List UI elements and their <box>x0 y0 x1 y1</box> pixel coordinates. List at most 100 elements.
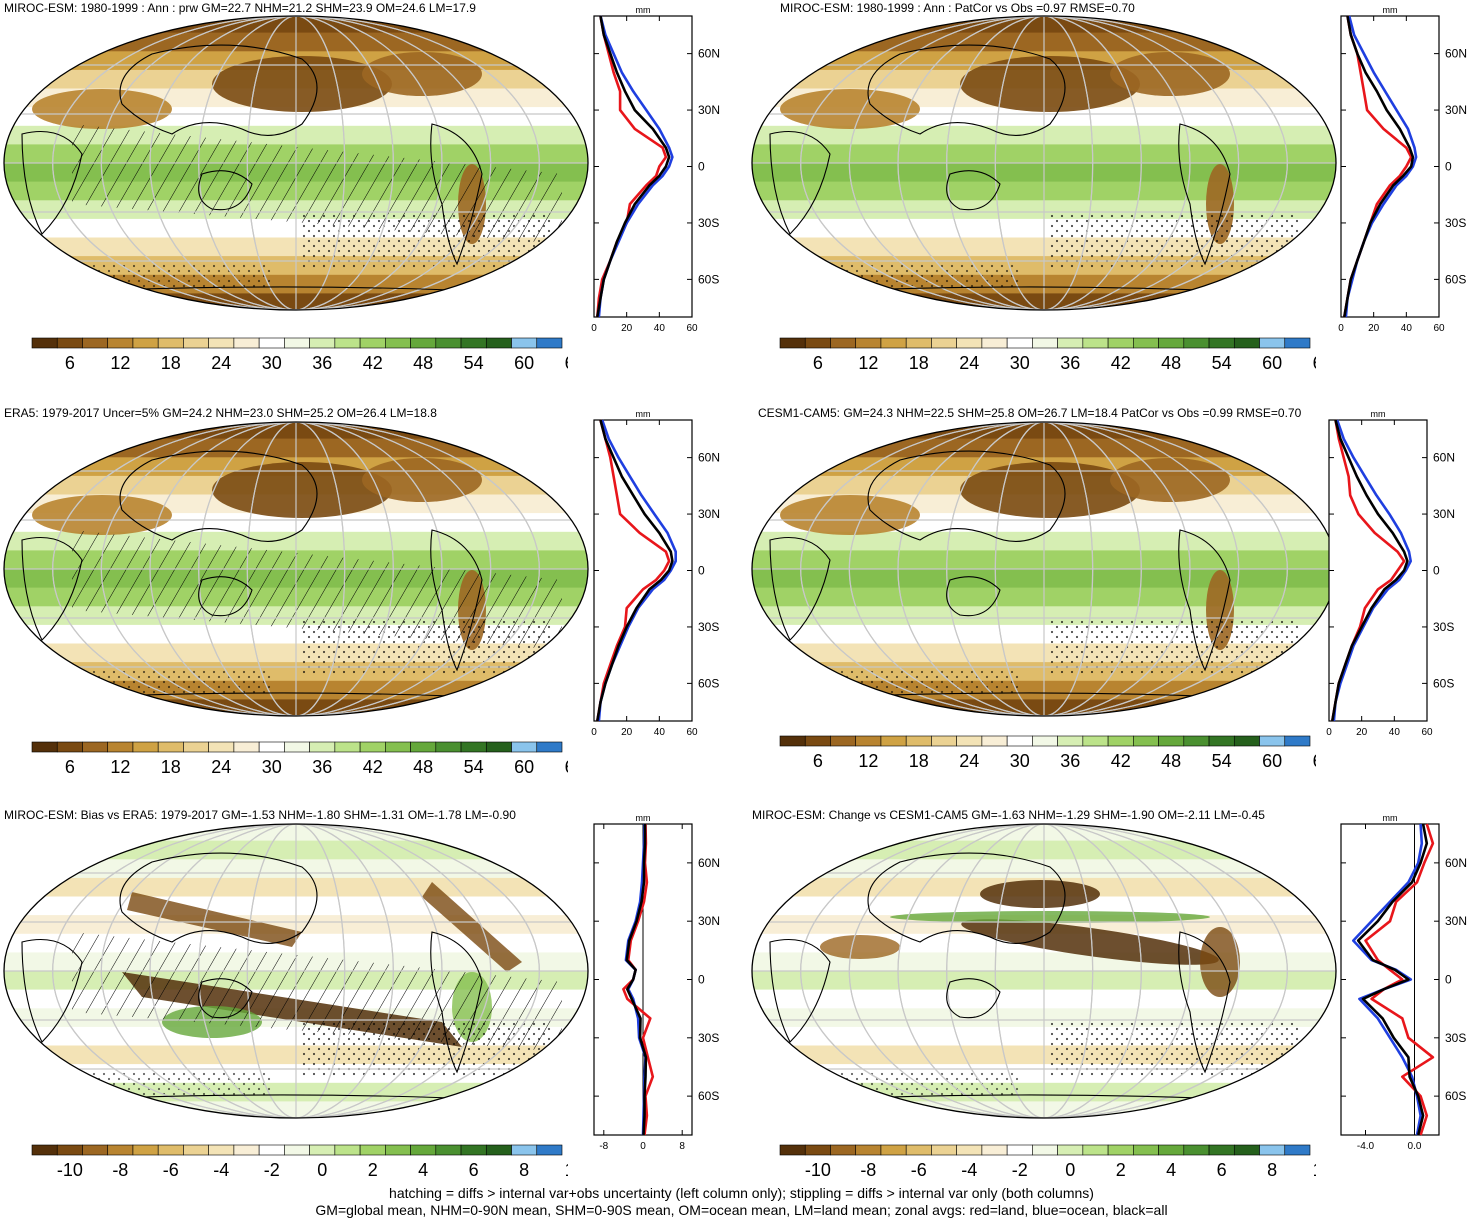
colorbar-swatch <box>1032 337 1058 349</box>
colorbar-swatch <box>1082 337 1109 349</box>
colorbar-swatch <box>1006 735 1033 747</box>
colorbar-label: 60 <box>1262 353 1282 373</box>
profile-lat-label: 60N <box>1445 47 1467 61</box>
colorbar-swatch <box>258 337 285 349</box>
colorbar-swatch <box>157 337 184 349</box>
colorbar-label: 60 <box>514 757 534 777</box>
colorbar-swatch <box>905 337 932 349</box>
colorbar-label: 36 <box>1060 751 1080 771</box>
colorbar-label: 12 <box>110 757 130 777</box>
colorbar-swatch <box>132 1144 159 1156</box>
colorbar-swatch <box>830 735 857 747</box>
profile-lat-label: 30S <box>698 1031 719 1045</box>
zonal-profile-5: mm 60N 30N 0 30S 60S -8 0 8 <box>593 813 720 1152</box>
profile-x-label: 0 <box>591 727 597 738</box>
colorbar-swatch <box>779 337 806 349</box>
colorbar-3: 6 12 18 24 30 36 42 48 54 60 66 <box>31 741 568 777</box>
colorbar-swatch <box>1107 1144 1134 1156</box>
colorbar-swatch <box>1133 1144 1159 1156</box>
colorbar-label: 12 <box>110 353 130 373</box>
series-line-all <box>596 15 671 318</box>
colorbar-swatch <box>309 1144 336 1156</box>
colorbar-swatch <box>233 1144 260 1156</box>
profile-lat-label: 30N <box>698 507 720 521</box>
profile-x-label: 0.0 <box>1408 1141 1422 1152</box>
series-line-all <box>625 824 648 1136</box>
colorbar-swatch <box>779 735 806 747</box>
colorbar-label: 10 <box>1313 1160 1316 1180</box>
colorbar-swatch <box>435 741 462 753</box>
colorbar-swatch <box>258 741 285 753</box>
colorbar-swatch <box>880 337 907 349</box>
profile-unit: mm <box>636 5 651 15</box>
colorbar-label: -4 <box>213 1160 229 1180</box>
colorbar-swatch <box>1158 337 1185 349</box>
colorbar-swatch <box>855 1144 882 1156</box>
colorbar-swatch <box>334 337 361 349</box>
profile-lat-label: 30S <box>698 620 719 634</box>
colorbar-label: 18 <box>909 751 929 771</box>
profile-x-label: 40 <box>1401 323 1413 334</box>
colorbar-swatch <box>1082 735 1109 747</box>
colorbar-label: 42 <box>363 757 383 777</box>
colorbar-label: 60 <box>1262 751 1282 771</box>
profile-lat-label: 30N <box>1433 507 1455 521</box>
profile-x-label: -4.0 <box>1357 1141 1375 1152</box>
colorbar-swatch <box>1082 1144 1109 1156</box>
colorbar-label: 66 <box>1313 751 1316 771</box>
colorbar-swatch <box>183 1144 209 1156</box>
panel-title-3: ERA5: 1979-2017 Uncer=5% GM=24.2 NHM=23.… <box>4 406 437 420</box>
profile-unit: mm <box>636 409 651 419</box>
colorbar-swatch <box>1233 337 1260 349</box>
profile-x-label: 0 <box>1338 323 1344 334</box>
profile-x-label: 60 <box>686 727 698 738</box>
colorbar-swatch <box>1183 1144 1210 1156</box>
colorbar-label: 48 <box>1161 751 1181 771</box>
colorbar-label: 54 <box>464 757 484 777</box>
profile-lat-label: 30S <box>698 216 719 230</box>
colorbar-swatch <box>1233 735 1260 747</box>
profile-x-label: 8 <box>679 1141 685 1152</box>
colorbar-label: 36 <box>312 757 332 777</box>
colorbar-swatch <box>931 735 957 747</box>
colorbar-swatch <box>536 337 563 349</box>
colorbar-swatch <box>1208 735 1235 747</box>
profile-lat-label: 60N <box>698 856 720 870</box>
series-line-all <box>1356 823 1429 1136</box>
profile-x-label: 60 <box>1433 323 1445 334</box>
profile-unit: mm <box>636 813 651 823</box>
colorbar-label: 54 <box>1212 751 1232 771</box>
colorbar-swatch <box>410 1144 437 1156</box>
colorbar-6: -10 -8 -6 -4 -2 0 2 4 6 8 10 <box>779 1144 1316 1180</box>
colorbar-label: 6 <box>65 757 75 777</box>
colorbar-label: 48 <box>413 353 433 373</box>
colorbar-swatch <box>359 337 386 349</box>
profile-lat-label: 30S <box>1445 216 1466 230</box>
colorbar-swatch <box>1006 337 1033 349</box>
colorbar-label: 42 <box>363 353 383 373</box>
colorbar-swatch <box>485 337 512 349</box>
colorbar-label: 36 <box>312 353 332 373</box>
colorbar-label: 10 <box>565 1160 568 1180</box>
colorbar-label: 4 <box>1166 1160 1176 1180</box>
colorbar-swatch <box>931 337 957 349</box>
colorbar-1: 6 12 18 24 30 36 42 48 54 60 66 <box>31 337 568 373</box>
colorbar-swatch <box>1032 735 1058 747</box>
profile-x-label: 40 <box>654 323 666 334</box>
colorbar-swatch <box>536 1144 563 1156</box>
colorbar-swatch <box>1057 735 1084 747</box>
colorbar-label: 48 <box>413 757 433 777</box>
colorbar-swatch <box>460 741 487 753</box>
footer-line-2: GM=global mean, NHM=0-90N mean, SHM=0-90… <box>315 1202 1168 1218</box>
profile-x-label: 40 <box>654 727 666 738</box>
colorbar-swatch <box>880 1144 907 1156</box>
colorbar-swatch <box>1259 735 1286 747</box>
colorbar-swatch <box>132 741 159 753</box>
colorbar-label: 54 <box>464 353 484 373</box>
colorbar-swatch <box>107 741 134 753</box>
colorbar-label: 12 <box>858 751 878 771</box>
colorbar-swatch <box>981 337 1008 349</box>
colorbar-swatch <box>309 741 336 753</box>
series-line-all <box>1343 15 1415 318</box>
colorbar-swatch <box>460 337 487 349</box>
